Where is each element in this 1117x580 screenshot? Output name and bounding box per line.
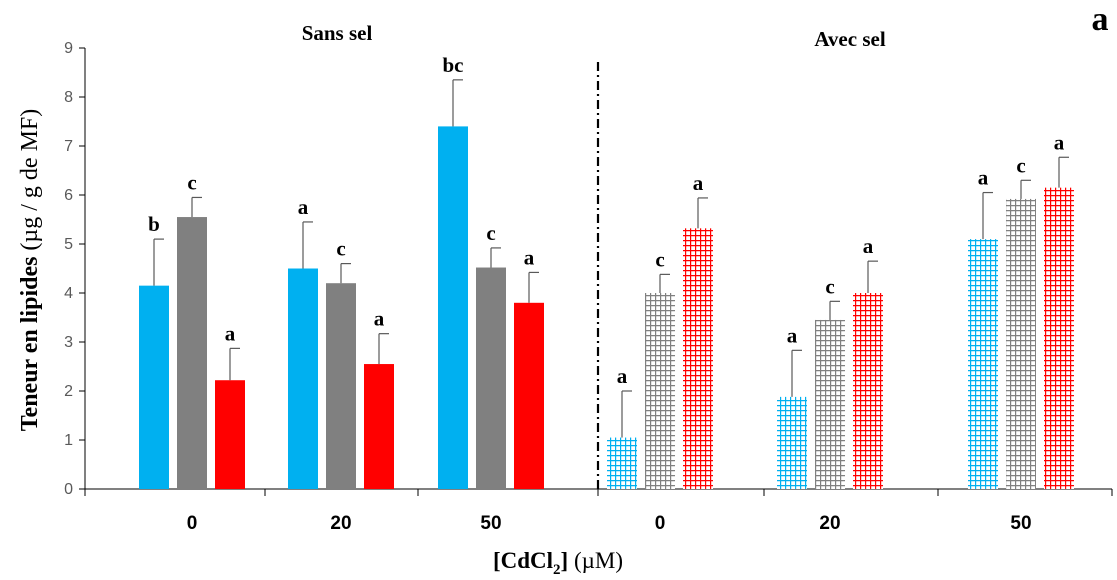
bar xyxy=(215,380,245,489)
bar xyxy=(514,302,544,489)
significance-letter: a xyxy=(524,245,535,269)
significance-letter: a xyxy=(693,171,704,195)
y-tick-label: 1 xyxy=(64,432,73,449)
significance-letter: a xyxy=(617,364,628,388)
bar xyxy=(364,364,394,489)
y-tick-label: 2 xyxy=(64,383,73,400)
group-title-sans-sel: Sans sel xyxy=(302,21,373,45)
bar xyxy=(968,239,998,489)
bar xyxy=(853,293,883,489)
y-tick-label: 6 xyxy=(64,187,73,204)
x-axis-title: [CdCl2] (µM) xyxy=(493,548,623,578)
bar xyxy=(476,267,506,489)
significance-letter: c xyxy=(825,274,834,298)
significance-letter: a xyxy=(787,323,798,347)
significance-letter: a xyxy=(863,234,874,258)
y-axis-title-main: Teneur en lipides xyxy=(17,251,43,432)
significance-letter: a xyxy=(225,321,236,345)
x-tick-label: 50 xyxy=(480,513,501,534)
bar xyxy=(777,396,807,489)
x-axis-title-subscript: 2 xyxy=(553,562,561,578)
y-axis-title-unit: (µg / g de MF) xyxy=(17,109,43,251)
bar xyxy=(288,268,318,489)
x-tick-label: 20 xyxy=(330,513,351,534)
bar xyxy=(1044,187,1074,489)
significance-letter: a xyxy=(374,307,385,331)
y-tick-label: 0 xyxy=(64,481,73,498)
significance-letter: c xyxy=(486,221,495,245)
significance-letter: bc xyxy=(443,53,464,77)
y-tick-label: 3 xyxy=(64,334,73,351)
y-tick-label: 9 xyxy=(64,40,73,57)
x-tick-label: 0 xyxy=(187,513,198,534)
x-tick-label: 20 xyxy=(819,513,840,534)
significance-letter: c xyxy=(336,237,345,261)
significance-letter: a xyxy=(298,195,309,219)
x-tick-label: 0 xyxy=(655,513,666,534)
bar xyxy=(177,217,207,490)
bar xyxy=(139,285,169,489)
x-axis-title-main: [CdCl xyxy=(493,548,553,573)
bar xyxy=(815,319,845,489)
significance-letter: c xyxy=(655,247,664,271)
bar xyxy=(326,283,356,489)
x-axis-title-bracket: ] xyxy=(561,548,574,573)
bar xyxy=(1006,198,1036,490)
y-tick-label: 4 xyxy=(64,285,73,302)
y-tick-label: 8 xyxy=(64,89,73,106)
bar xyxy=(645,293,675,489)
significance-letter: c xyxy=(1016,153,1025,177)
y-tick-label: 5 xyxy=(64,236,73,253)
significance-letter: a xyxy=(1054,130,1065,154)
x-tick-label: 50 xyxy=(1010,513,1031,534)
y-tick-label: 7 xyxy=(64,138,73,155)
significance-letter: b xyxy=(148,212,160,236)
group-title-avec-sel: Avec sel xyxy=(814,27,885,51)
significance-letter: c xyxy=(187,170,196,194)
bar xyxy=(438,126,468,490)
panel-label: a xyxy=(1092,1,1109,38)
x-axis-title-unit: (µM) xyxy=(574,548,623,573)
y-axis-title: Teneur en lipides (µg / g de MF) xyxy=(17,109,43,432)
bar xyxy=(607,437,637,489)
bar xyxy=(683,228,713,489)
significance-letter: a xyxy=(978,166,989,190)
